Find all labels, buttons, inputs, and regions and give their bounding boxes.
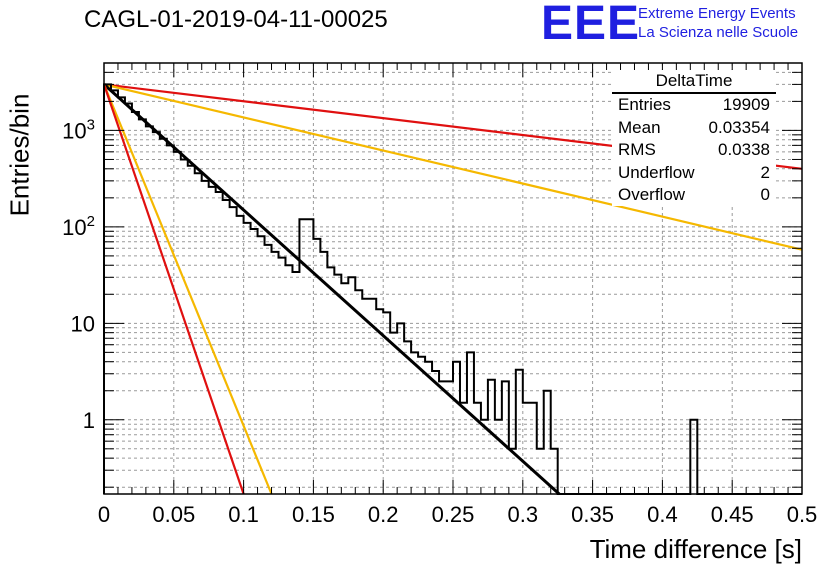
stats-value: 0.03354 [708, 117, 770, 137]
x-tick-label: 0.5 [787, 502, 818, 527]
x-tick-label: 0.2 [368, 502, 399, 527]
fit-line-red [102, 84, 245, 495]
y-axis-label-container: Entries/bin [5, 94, 35, 217]
fit-line-yellow [102, 83, 273, 495]
run-title: CAGL-01-2019-04-11-00025 [84, 6, 388, 33]
stats-label: RMS [618, 140, 656, 160]
stats-label: Mean [618, 117, 661, 137]
y-tick-label: 102 [62, 213, 95, 240]
y-tick-label: 103 [62, 116, 95, 143]
x-tick-label: 0.1 [228, 502, 259, 527]
fit-line-yellow [103, 83, 803, 251]
stats-label: Underflow [618, 162, 695, 182]
x-tick-label: 0.4 [647, 502, 678, 527]
logo-subtitle-1: Extreme Energy Events [638, 5, 796, 22]
x-tick-label: 0.3 [508, 502, 539, 527]
stats-value: 2 [760, 162, 770, 182]
x-tick-label: 0.25 [432, 502, 475, 527]
x-tick-label: 0.35 [571, 502, 614, 527]
stats-row-overflow: Overflow 0 [612, 184, 776, 207]
axis-ticks [103, 63, 803, 494]
stats-value: 0.0338 [718, 140, 770, 160]
y-tick-label: 10 [71, 311, 95, 336]
x-tick-label: 0.15 [292, 502, 335, 527]
stats-value: 19909 [722, 95, 770, 114]
stats-label: Entries [618, 95, 671, 114]
stats-value: 0 [760, 185, 770, 205]
stats-label: Overflow [618, 185, 686, 205]
stats-title: DeltaTime [612, 70, 776, 94]
y-axis-label: Entries/bin [4, 93, 35, 217]
grid-lines [104, 63, 802, 494]
stats-row-entries: Entries 19909 [612, 94, 776, 117]
x-tick-label: 0.45 [711, 502, 754, 527]
stats-row-rms: RMS 0.0338 [612, 139, 776, 162]
y-tick-labels: 1 10 102 103 [62, 116, 95, 432]
stats-box: DeltaTime Entries 19909 Mean 0.03354 RMS… [612, 70, 776, 206]
x-tick-label: 0 [98, 502, 110, 527]
stats-row-underflow: Underflow 2 [612, 162, 776, 185]
y-tick-label: 1 [83, 408, 95, 433]
logo-subtitle-2: La Scienza nelle Scuole [638, 24, 799, 41]
eee-logo: EEE [541, 0, 641, 50]
x-tick-label: 0.05 [152, 502, 195, 527]
x-axis-label: Time difference [s] [589, 534, 802, 564]
stats-row-mean: Mean 0.03354 [612, 117, 776, 140]
x-tick-labels: 0 0.05 0.1 0.15 0.2 0.25 0.3 0.35 0.4 0.45 0.5 [98, 502, 817, 527]
